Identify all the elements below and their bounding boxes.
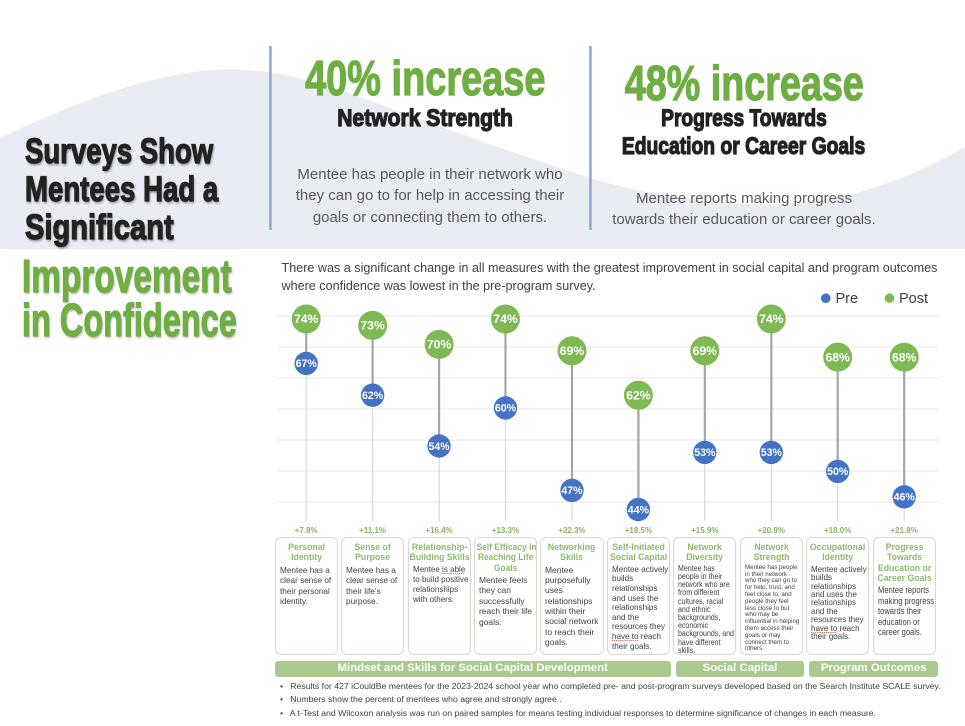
svg-text:50%: 50%: [827, 466, 849, 478]
svg-text:74%: 74%: [493, 312, 518, 326]
svg-text:69%: 69%: [560, 344, 585, 358]
svg-text:46%: 46%: [894, 492, 916, 504]
svg-text:73%: 73%: [360, 319, 385, 333]
svg-text:68%: 68%: [892, 350, 917, 364]
svg-text:74%: 74%: [759, 312, 784, 326]
svg-text:62%: 62%: [626, 388, 651, 402]
svg-text:70%: 70%: [427, 338, 452, 352]
svg-text:53%: 53%: [761, 447, 783, 459]
svg-text:44%: 44%: [628, 504, 650, 516]
svg-text:60%: 60%: [495, 403, 517, 415]
svg-text:62%: 62%: [362, 390, 384, 402]
svg-text:68%: 68%: [825, 350, 850, 364]
svg-text:47%: 47%: [561, 485, 583, 497]
svg-text:67%: 67%: [296, 358, 318, 370]
svg-text:53%: 53%: [694, 447, 716, 459]
svg-text:54%: 54%: [428, 441, 450, 453]
svg-text:69%: 69%: [693, 344, 718, 358]
